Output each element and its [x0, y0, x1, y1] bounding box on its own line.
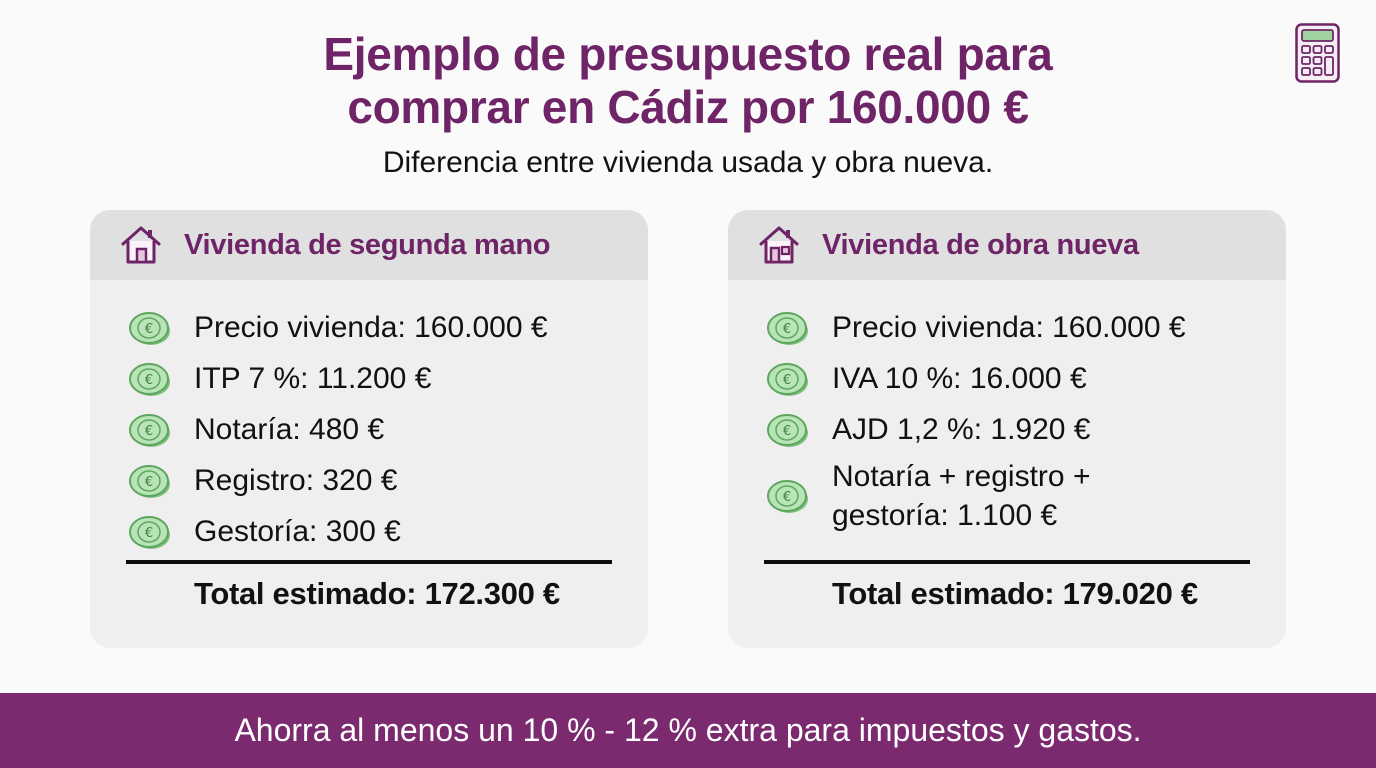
card-header: Vivienda de segunda mano — [90, 210, 648, 280]
list-item: € Precio vivienda: 160.000 € — [128, 302, 628, 353]
svg-text:€: € — [783, 322, 791, 337]
svg-text:€: € — [145, 526, 153, 541]
list-item: € Registro: 320 € — [128, 455, 628, 506]
total-text: Total estimado: 179.020 € — [832, 576, 1198, 611]
list-item: € ITP 7 %: 11.200 € — [128, 353, 628, 404]
item-text: Notaría + registro + gestoría: 1.100 € — [832, 460, 1091, 532]
euro-coins-icon: € — [767, 413, 808, 447]
title-line-1: Ejemplo de presupuesto real para — [323, 28, 1053, 80]
item-text: Precio vivienda: 160.000 € — [832, 311, 1186, 344]
total-divider — [126, 560, 612, 564]
euro-coins-icon: € — [129, 413, 170, 447]
item-text: IVA 10 %: 16.000 € — [832, 362, 1087, 395]
page-subtitle: Diferencia entre vivienda usada y obra n… — [382, 146, 994, 179]
item-text: Notaría: 480 € — [194, 413, 385, 446]
euro-coins-icon: € — [129, 515, 170, 549]
card-header: Vivienda de obra nueva — [728, 210, 1286, 280]
svg-text:€: € — [783, 490, 791, 505]
svg-text:€: € — [783, 424, 791, 439]
card-heading: Vivienda de segunda mano — [184, 228, 551, 261]
card-heading: Vivienda de obra nueva — [822, 228, 1139, 261]
svg-text:€: € — [145, 373, 153, 388]
svg-text:€: € — [145, 424, 153, 439]
list-item: € Gestoría: 300 € — [128, 506, 628, 557]
euro-coins-icon: € — [767, 480, 808, 513]
list-item: € Notaría: 480 € — [128, 404, 628, 455]
calculator-icon — [1295, 23, 1340, 83]
list-item: € Notaría + registro + gestoría: 1.100 € — [766, 453, 1266, 539]
total-divider — [764, 560, 1250, 564]
total-text: Total estimado: 172.300 € — [194, 576, 560, 611]
euro-coins-icon: € — [129, 362, 170, 396]
item-text: AJD 1,2 %: 1.920 € — [832, 413, 1091, 446]
house-icon — [759, 226, 799, 264]
list-item: € Precio vivienda: 160.000 € — [766, 302, 1266, 353]
card-second-hand: Vivienda de segunda mano € Precio vivien… — [90, 210, 648, 648]
card-new-build: Vivienda de obra nueva € Precio vivienda… — [728, 210, 1286, 648]
title-line-2: comprar en Cádiz por 160.000 € — [347, 81, 1029, 133]
euro-coins-icon: € — [129, 464, 170, 498]
svg-text:€: € — [145, 475, 153, 490]
page-title: Ejemplo de presupuesto real para comprar… — [0, 28, 1376, 134]
item-text: Registro: 320 € — [194, 464, 398, 497]
list-item: € AJD 1,2 %: 1.920 € — [766, 404, 1266, 455]
euro-coins-icon: € — [129, 311, 170, 345]
item-text: Gestoría: 300 € — [194, 515, 401, 548]
item-text: ITP 7 %: 11.200 € — [194, 362, 432, 395]
svg-text:€: € — [783, 373, 791, 388]
item-text: Precio vivienda: 160.000 € — [194, 311, 548, 344]
cost-list: € Precio vivienda: 160.000 € € ITP 7 %: … — [128, 302, 628, 557]
svg-text:€: € — [145, 322, 153, 337]
footer-banner: Ahorra al menos un 10 % - 12 % extra par… — [0, 693, 1376, 768]
list-item: € IVA 10 %: 16.000 € — [766, 353, 1266, 404]
house-icon — [121, 226, 161, 264]
cost-list: € Precio vivienda: 160.000 € € IVA 10 %:… — [766, 302, 1266, 539]
euro-coins-icon: € — [767, 311, 808, 345]
euro-coins-icon: € — [767, 362, 808, 396]
